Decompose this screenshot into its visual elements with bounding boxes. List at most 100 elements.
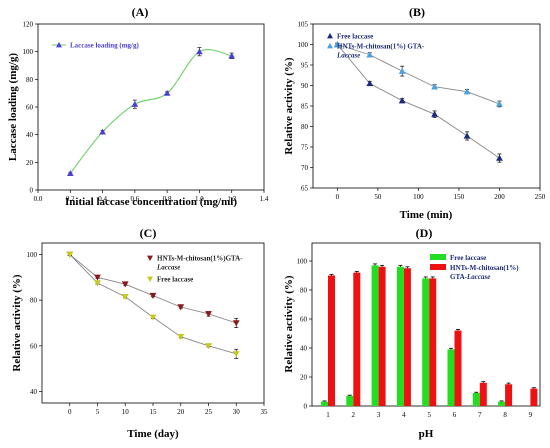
bar	[353, 272, 361, 406]
data-point	[163, 89, 171, 96]
bar	[321, 401, 328, 406]
series-line	[69, 254, 237, 324]
x-tick-label: 1	[326, 411, 330, 419]
y-tick-label: 105	[298, 21, 309, 29]
legend-marker	[147, 255, 153, 261]
y-tick-label: 100	[23, 48, 34, 56]
panel-d: (D) pH Relative activity (%) 0 20 40 60 80 10…	[283, 226, 541, 440]
x-tick-label: 25	[205, 408, 213, 416]
bar	[530, 388, 538, 406]
x-tick-label: 10	[122, 408, 130, 416]
y-tick-label: 75	[301, 144, 309, 152]
data-point	[398, 67, 406, 74]
panel-d-xlabel: pH	[419, 428, 434, 440]
legend-label: Laccase loading (mg/g)	[70, 42, 139, 50]
x-tick-label: 1.0	[195, 195, 204, 203]
y-tick-label: 0	[30, 187, 34, 195]
x-tick-label: 1.2	[227, 195, 236, 203]
panel-a-xlabel: Initial laccase concentration (mg/ml)	[65, 196, 237, 208]
x-tick-label: 0	[336, 193, 340, 201]
data-point	[228, 52, 236, 59]
legend-marker	[327, 33, 333, 39]
x-tick-label: 100	[413, 193, 424, 201]
y-tick-label: 65	[301, 185, 309, 193]
x-tick-label: 0	[68, 408, 72, 416]
panel-c: (C) Time (day) Relative activity (%) 0 5 1…	[11, 226, 268, 440]
data-point	[431, 83, 439, 90]
bar	[505, 384, 513, 406]
panel-c-marks: 0 5 10 15 20 25 30 35 40 60 80 100 HNTs-M-chitosan(1…	[27, 251, 269, 416]
series-line	[337, 44, 500, 105]
legend-label-line2: GTA-Laccase	[450, 273, 490, 281]
panel-a: (A) Initial laccase concentration (mg/ml…	[7, 5, 269, 208]
x-tick-label: 30	[233, 408, 241, 416]
bar	[447, 349, 455, 406]
panel-c-xlabel: Time (day)	[127, 428, 179, 440]
bar	[346, 395, 354, 406]
bar	[498, 401, 506, 406]
x-tick-label: 50	[374, 193, 382, 201]
panel-d-marks: 0 20 40 60 80 100 1 2 3 4 5 6 7 8 9 Free laccase HNTs-M-…	[297, 254, 538, 419]
data-point	[177, 333, 185, 341]
data-point	[431, 110, 439, 117]
data-point	[232, 320, 240, 327]
series-line	[69, 254, 237, 355]
x-tick-label: 0.8	[163, 195, 172, 203]
legend-label: Free laccase	[337, 33, 373, 41]
panel-d-title: (D)	[416, 226, 433, 240]
y-tick-label: 80	[301, 123, 309, 131]
bar	[378, 266, 386, 406]
x-tick-label: 35	[261, 408, 269, 416]
legend-marker	[327, 43, 333, 49]
bar	[429, 278, 437, 406]
panel-c-frame	[41, 242, 265, 404]
y-tick-label: 40	[300, 345, 308, 353]
data-point	[99, 128, 106, 135]
data-point	[398, 97, 406, 104]
legend-marker	[56, 42, 62, 48]
data-point	[196, 48, 203, 55]
series-line	[69, 49, 232, 174]
data-point	[496, 100, 503, 107]
y-tick-label: 60	[26, 104, 34, 112]
bar	[403, 268, 411, 406]
y-tick-label: 80	[26, 76, 34, 84]
y-tick-label: 90	[301, 82, 309, 90]
y-tick-label: 120	[23, 21, 34, 29]
x-tick-label: 1.4	[260, 195, 269, 203]
y-tick-label: 80	[30, 297, 38, 305]
y-tick-label: 70	[301, 164, 309, 172]
legend-label: HNTs-M-chitosan(1%)GTA-	[157, 255, 243, 263]
data-point	[121, 281, 129, 288]
x-tick-label: 0.0	[34, 195, 43, 203]
bar	[371, 265, 379, 406]
legend-label: Free laccase	[450, 254, 486, 262]
x-tick-label: 0.6	[130, 195, 139, 203]
legend-label: HNTs-M-chitosan(1%) GTA-	[337, 43, 425, 51]
data-point	[149, 292, 157, 299]
x-tick-label: 5	[96, 408, 100, 416]
panel-d-ylabel: Relative activity (%)	[283, 275, 295, 372]
bar	[396, 266, 404, 406]
data-point	[496, 154, 503, 161]
legend-label-italic: Laccase	[156, 264, 180, 272]
y-tick-label: 100	[27, 251, 38, 259]
bar	[472, 392, 480, 406]
legend-label: Free laccase	[157, 276, 193, 284]
legend-label-italic: Laccase	[336, 52, 360, 60]
bar	[422, 278, 430, 406]
x-tick-label: 5	[427, 411, 431, 419]
data-point	[366, 80, 374, 87]
y-tick-label: 80	[300, 287, 308, 295]
panel-b-title: (B)	[409, 5, 425, 19]
data-point	[66, 170, 74, 177]
x-tick-label: 9	[529, 411, 533, 419]
data-point	[333, 41, 341, 48]
panel-c-title: (C)	[140, 226, 157, 240]
x-tick-label: 200	[494, 193, 505, 201]
y-tick-label: 100	[298, 41, 309, 49]
data-point	[205, 311, 212, 318]
legend-swatch	[430, 254, 446, 260]
data-point	[131, 100, 139, 107]
x-tick-label: 2	[352, 411, 356, 419]
